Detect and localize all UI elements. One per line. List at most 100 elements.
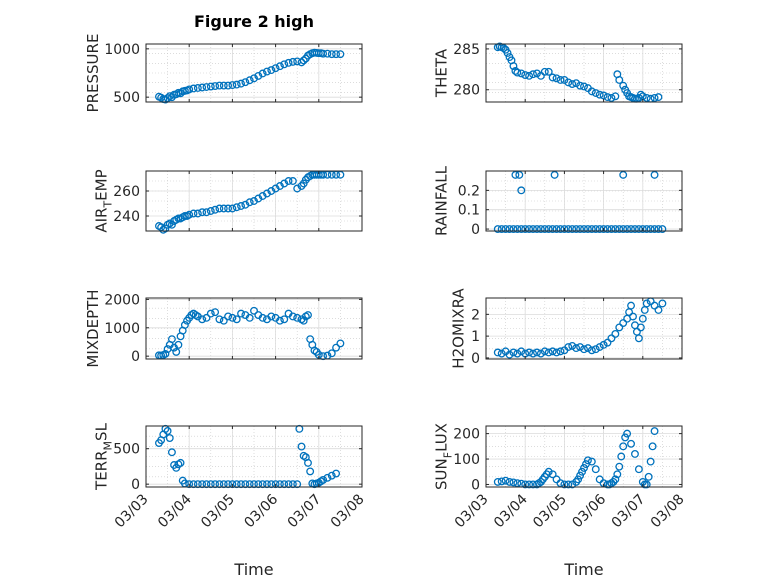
data-point	[591, 89, 600, 97]
x-axis-label: Time	[563, 560, 603, 579]
data-point	[299, 56, 308, 65]
data-point	[642, 225, 651, 234]
data-point	[237, 309, 245, 318]
y-axis-label: MIXDEPTH	[84, 289, 102, 367]
data-point	[202, 313, 211, 322]
data-point	[631, 225, 639, 234]
data-point	[627, 439, 635, 448]
data-point	[591, 225, 600, 234]
data-point	[336, 50, 345, 59]
data-point	[552, 348, 561, 357]
data-point	[607, 334, 616, 343]
y-axis-label: AIRTEMP	[93, 169, 115, 232]
x-tick-label: 03/06	[241, 491, 281, 531]
data-point	[232, 315, 241, 324]
y-tick-label: 2	[471, 307, 480, 323]
data-point	[552, 225, 561, 234]
data-point	[267, 66, 276, 75]
data-point	[642, 299, 651, 308]
data-point	[536, 71, 545, 80]
y-tick-label: 240	[113, 209, 140, 225]
data-point	[611, 92, 620, 101]
data-point	[521, 71, 530, 79]
data-point	[599, 225, 608, 234]
y-tick-label: 0	[471, 351, 480, 367]
data-point	[529, 225, 537, 234]
x-tick-label: 03/08	[648, 491, 688, 531]
data-point	[503, 49, 512, 57]
data-point	[288, 312, 297, 321]
data-point	[319, 475, 328, 484]
y-tick-label: 1	[471, 329, 480, 345]
data-point	[583, 456, 592, 465]
data-point	[254, 194, 263, 203]
data-point	[638, 225, 647, 234]
data-point	[517, 186, 526, 195]
data-point	[161, 349, 170, 358]
data-point	[654, 93, 663, 102]
x-tick-label: 03/08	[328, 491, 368, 531]
data-point	[304, 458, 312, 467]
data-point	[497, 349, 506, 358]
data-point	[206, 82, 215, 91]
data-point	[540, 225, 549, 234]
data-point	[634, 225, 643, 234]
data-point	[185, 85, 194, 94]
data-point	[631, 450, 639, 458]
data-point	[501, 225, 510, 234]
data-point	[615, 462, 624, 471]
y-tick-label: 1000	[104, 321, 140, 337]
data-point	[548, 225, 557, 234]
data-point	[163, 427, 172, 435]
data-point	[250, 197, 258, 205]
y-axis-label: H2OMIXRA	[450, 288, 468, 369]
data-point	[536, 349, 545, 358]
data-point	[603, 225, 612, 234]
x-tick-label: 03/04	[155, 491, 195, 531]
data-point	[603, 338, 612, 347]
data-point	[533, 225, 541, 234]
data-point	[198, 315, 207, 324]
data-point	[505, 350, 514, 359]
data-point	[595, 90, 604, 99]
data-point	[211, 308, 220, 317]
data-point	[275, 62, 284, 71]
data-point	[550, 170, 559, 179]
data-point	[280, 179, 289, 188]
data-point	[493, 348, 502, 357]
data-point	[306, 467, 315, 476]
data-point	[263, 67, 271, 76]
data-point	[215, 315, 224, 324]
data-point	[267, 312, 276, 321]
data-point	[323, 49, 332, 58]
data-point	[293, 313, 302, 322]
data-point	[533, 69, 541, 78]
data-point	[578, 467, 586, 476]
axes-box	[485, 425, 683, 488]
data-point	[611, 329, 620, 338]
data-point	[185, 210, 194, 219]
data-point	[587, 346, 596, 355]
data-point	[650, 301, 659, 310]
data-point	[574, 475, 583, 484]
data-point	[176, 458, 185, 467]
data-point	[275, 182, 284, 190]
data-point	[611, 225, 620, 234]
y-axis-label: THETA	[433, 48, 451, 98]
y-axis-label: PRESSURE	[84, 34, 102, 113]
data-point	[544, 467, 553, 476]
series-markers	[155, 306, 345, 361]
data-point	[644, 472, 653, 481]
y-tick-label: 285	[453, 42, 480, 58]
data-point	[258, 192, 267, 200]
data-point	[556, 225, 565, 234]
data-point	[241, 200, 250, 209]
data-point	[595, 225, 604, 234]
data-point	[176, 89, 185, 98]
data-point	[232, 80, 241, 89]
data-point	[202, 208, 211, 217]
x-tick-label: 03/06	[569, 491, 609, 531]
data-point	[293, 184, 302, 193]
